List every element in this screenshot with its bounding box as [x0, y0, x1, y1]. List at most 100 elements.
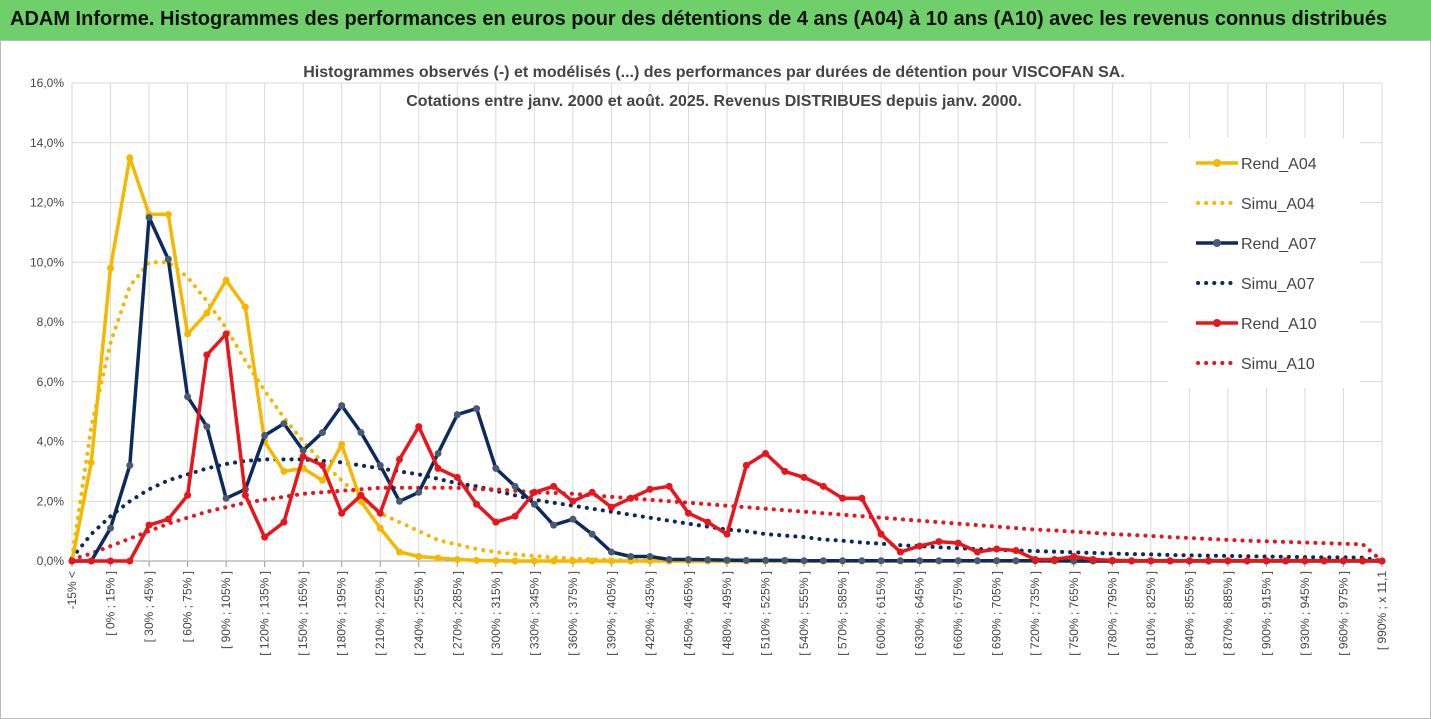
- data-point: [839, 494, 847, 502]
- x-tick-label: [ 960% ; 975% ]: [1336, 571, 1350, 656]
- data-point: [1262, 557, 1270, 565]
- chart-title-line2: Cotations entre janv. 2000 et août. 2025…: [406, 93, 1022, 110]
- data-point: [222, 494, 230, 502]
- legend-label: Rend_A07: [1241, 236, 1317, 253]
- data-point: [396, 455, 403, 463]
- data-point: [126, 154, 134, 162]
- data-point: [473, 500, 481, 508]
- data-point: [511, 482, 519, 490]
- legend-marker: [1213, 239, 1221, 247]
- data-point: [781, 467, 789, 475]
- x-tick-label: [ 360% ; 375% ]: [566, 571, 580, 656]
- data-point: [916, 542, 924, 550]
- y-tick-label: 0,0%: [37, 554, 65, 568]
- data-point: [607, 548, 615, 556]
- data-point: [607, 557, 615, 565]
- data-point: [819, 482, 827, 490]
- data-point: [877, 530, 885, 538]
- data-point: [415, 553, 423, 561]
- data-point: [145, 213, 153, 221]
- data-point: [184, 330, 192, 338]
- data-point: [1359, 557, 1367, 565]
- data-point: [973, 548, 981, 556]
- data-point: [742, 556, 750, 564]
- y-tick-label: 14,0%: [30, 136, 64, 150]
- series-line: [70, 457, 1384, 563]
- data-point: [1339, 557, 1347, 565]
- legend-label: Simu_A04: [1241, 196, 1315, 213]
- x-tick-label: [ 840% ; 855% ]: [1182, 571, 1196, 656]
- x-tick-label: [ 270% ; 285% ]: [450, 571, 464, 656]
- data-point: [222, 276, 230, 284]
- data-point: [87, 557, 95, 565]
- data-point: [1282, 557, 1290, 565]
- data-point: [415, 488, 423, 496]
- data-point: [338, 509, 346, 517]
- data-point: [376, 461, 384, 469]
- legend-background: [1168, 138, 1360, 388]
- legend-marker: [1213, 159, 1221, 167]
- data-point: [896, 548, 904, 556]
- data-point: [723, 556, 731, 564]
- data-point: [164, 210, 172, 218]
- data-point: [1108, 556, 1116, 564]
- data-point: [473, 405, 481, 413]
- data-point: [376, 524, 384, 532]
- legend: Rend_A04 Simu_A04 Rend_A07 Simu_A07 Rend_A10…: [1168, 138, 1360, 388]
- data-point: [973, 557, 981, 565]
- x-tick-label: [ 240% ; 255% ]: [412, 571, 426, 656]
- legend-label: Simu_A10: [1241, 356, 1315, 373]
- x-tick-label: [ 690% ; 705% ]: [990, 571, 1004, 656]
- data-point: [839, 557, 847, 565]
- legend-label: Simu_A07: [1241, 276, 1315, 293]
- data-point: [184, 491, 192, 499]
- data-point: [299, 452, 307, 460]
- data-point: [1128, 557, 1136, 565]
- x-tick-label: [ 660% ; 675% ]: [951, 571, 965, 656]
- data-point: [762, 556, 770, 564]
- x-tick-label: [ 90% ; 105% ]: [219, 571, 233, 649]
- data-point: [241, 491, 249, 499]
- x-tick-label: [ 930% ; 945% ]: [1298, 571, 1312, 656]
- data-point: [569, 515, 577, 523]
- data-point: [492, 557, 500, 565]
- x-tick-label: [ 120% ; 135% ]: [258, 571, 272, 656]
- data-point: [241, 303, 249, 311]
- x-tick-label: [ 600% ; 615% ]: [874, 571, 888, 656]
- data-point: [916, 557, 924, 565]
- data-point: [1320, 557, 1328, 565]
- data-point: [1185, 557, 1193, 565]
- data-point: [1243, 557, 1251, 565]
- data-point: [203, 309, 211, 317]
- data-point: [184, 393, 192, 401]
- data-point: [126, 557, 134, 565]
- data-point: [588, 530, 596, 538]
- data-point: [280, 518, 288, 526]
- data-point: [665, 482, 673, 490]
- data-point: [646, 553, 654, 561]
- data-point: [280, 467, 288, 475]
- x-tick-label: [ 540% ; 555% ]: [797, 571, 811, 656]
- x-tick-label: [ 720% ; 735% ]: [1028, 571, 1042, 656]
- data-point: [338, 402, 346, 410]
- data-point: [203, 351, 211, 359]
- data-point: [1205, 557, 1213, 565]
- y-axis-ticks: 0,0% 2,0% 4,0% 6,0% 8,0% 10,0% 12,0% 14,0% 16,0%: [30, 76, 64, 568]
- y-tick-label: 4,0%: [37, 435, 65, 449]
- data-point: [1012, 557, 1020, 565]
- series-group: [68, 154, 1386, 565]
- data-point: [396, 548, 403, 556]
- y-tick-label: 10,0%: [30, 255, 64, 269]
- x-tick-label: [ 900% ; 915% ]: [1259, 571, 1273, 656]
- data-point: [723, 530, 731, 538]
- x-tick-label: [ 630% ; 645% ]: [913, 571, 927, 656]
- data-point: [607, 503, 615, 511]
- data-point: [819, 557, 827, 565]
- data-point: [492, 518, 500, 526]
- data-point: [665, 556, 673, 564]
- data-point: [569, 497, 577, 505]
- series-Rend_A10: [68, 330, 1386, 565]
- data-point: [800, 473, 808, 481]
- data-point: [993, 557, 1001, 565]
- x-tick-label: [ 780% ; 795% ]: [1105, 571, 1119, 656]
